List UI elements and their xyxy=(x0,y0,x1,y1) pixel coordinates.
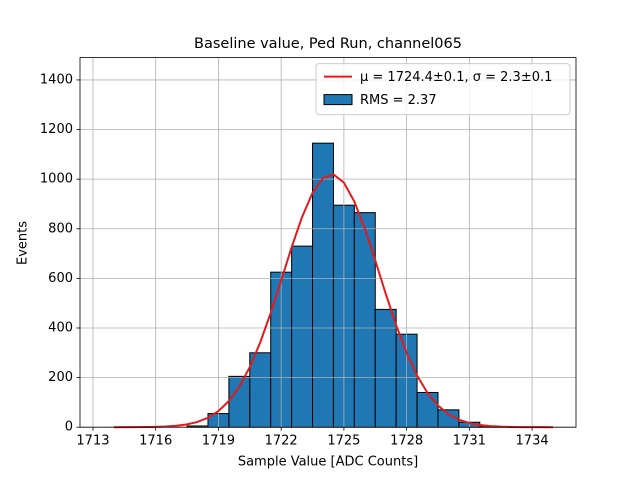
y-tick-label: 800 xyxy=(48,221,73,236)
histogram-bar xyxy=(353,212,376,428)
histogram-bar xyxy=(416,391,439,428)
axes-frame xyxy=(79,57,577,428)
x-tick-label: 1722 xyxy=(265,434,298,449)
y-axis-label: Events xyxy=(16,221,31,265)
x-tick-label: 1725 xyxy=(327,434,360,449)
histogram-bar xyxy=(228,375,251,428)
fit-line xyxy=(113,173,554,429)
y-tick-label: 1400 xyxy=(40,72,73,87)
x-tick-label: 1716 xyxy=(139,434,172,449)
x-tick-label: 1713 xyxy=(76,434,109,449)
x-tick-label: 1728 xyxy=(390,434,423,449)
x-tick-label: 1734 xyxy=(516,434,549,449)
legend-label: μ = 1724.4±0.1, σ = 2.3±0.1 xyxy=(360,70,552,85)
y-tick-label: 400 xyxy=(48,320,73,335)
y-tick-label: 0 xyxy=(65,420,73,435)
y-tick-label: 1200 xyxy=(40,122,73,137)
histogram-bar xyxy=(312,142,334,428)
histogram-bar xyxy=(374,308,397,428)
legend-box xyxy=(315,63,571,116)
legend-label: RMS = 2.37 xyxy=(360,93,437,108)
y-tick-label: 600 xyxy=(48,271,73,286)
histogram-bar xyxy=(291,245,314,428)
chart-title: Baseline value, Ped Run, channel065 xyxy=(194,36,462,52)
histogram-bar xyxy=(249,352,272,428)
x-tick-label: 1719 xyxy=(202,434,235,449)
y-tick-label: 1000 xyxy=(40,172,73,187)
x-tick-label: 1731 xyxy=(453,434,486,449)
x-axis-label: Sample Value [ADC Counts] xyxy=(238,455,418,470)
legend-patch xyxy=(323,94,353,106)
y-tick-label: 200 xyxy=(48,370,73,385)
